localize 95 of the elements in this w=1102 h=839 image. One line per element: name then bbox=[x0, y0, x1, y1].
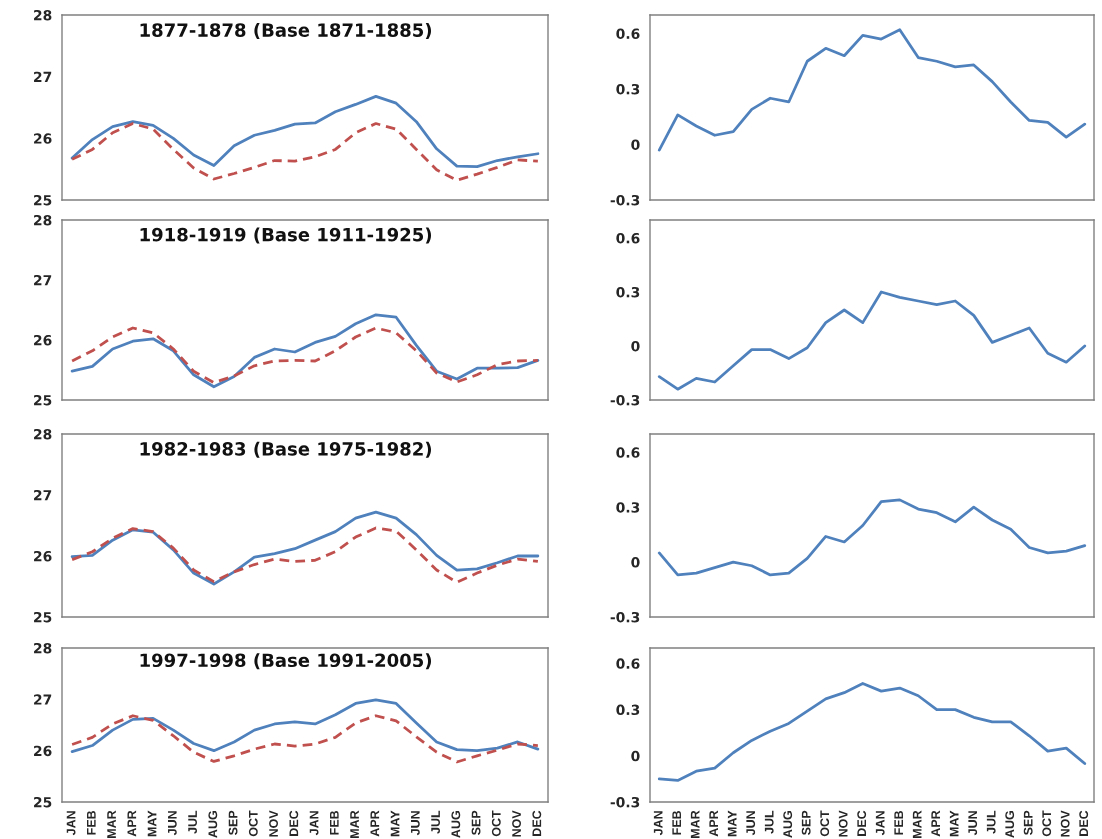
y-tick-label: 28 bbox=[34, 214, 52, 226]
x-tick-label: JUL bbox=[431, 810, 440, 834]
y-tick-label: 0.6 bbox=[616, 447, 640, 458]
x-tick-label: APR bbox=[709, 810, 718, 837]
y-tick-label: 0.3 bbox=[616, 83, 640, 95]
y-tick-label: -0.3 bbox=[610, 194, 640, 206]
x-tick-label: JAN bbox=[309, 811, 319, 836]
x-tick-label: JUL bbox=[764, 810, 774, 834]
line-series bbox=[657, 28, 1087, 152]
x-tick-label: APR bbox=[370, 810, 380, 837]
x-tick-label: JUN bbox=[968, 811, 978, 836]
x-tick-label: APR bbox=[931, 810, 940, 837]
x-tick-label: OCT bbox=[820, 810, 830, 837]
x-tick-label: SEP bbox=[228, 810, 238, 835]
y-tick-label: 28 bbox=[34, 428, 52, 440]
chart-title: 1877-1878 (Base 1871-1885) bbox=[140, 22, 432, 40]
line-series bbox=[70, 526, 540, 584]
x-tick-label: DEC bbox=[532, 810, 542, 836]
y-tick-label: -0.3 bbox=[610, 796, 640, 808]
x-tick-label: OCT bbox=[1042, 810, 1052, 837]
y-tick-label: 25 bbox=[34, 194, 52, 206]
x-tick-label: SEP bbox=[1023, 810, 1033, 835]
x-tick-label: MAR bbox=[107, 810, 116, 838]
y-tick-label: 0.6 bbox=[616, 232, 640, 244]
x-tick-label: NOV bbox=[1060, 810, 1070, 837]
y-tick-label: 0 bbox=[631, 139, 640, 150]
x-tick-label: NOV bbox=[838, 810, 848, 837]
x-tick-label: DEC bbox=[857, 810, 867, 836]
chart-title: 1997-1998 (Base 1991-2005) bbox=[140, 653, 432, 670]
x-tick-label: FEB bbox=[87, 810, 96, 835]
x-tick-label: AUG bbox=[208, 811, 218, 838]
y-tick-label: 26 bbox=[34, 550, 52, 562]
x-tick-label: DEC bbox=[1079, 810, 1089, 836]
x-tick-label: APR bbox=[127, 810, 137, 837]
x-tick-label: JAN bbox=[875, 811, 885, 836]
line-series bbox=[70, 326, 540, 384]
x-tick-label: SEP bbox=[801, 810, 811, 835]
y-tick-label: 0.6 bbox=[616, 658, 640, 669]
x-tick-label: MAY bbox=[390, 810, 400, 837]
line-series bbox=[657, 498, 1087, 577]
y-tick-label: 25 bbox=[34, 796, 52, 808]
x-tick-label: SEP bbox=[471, 810, 481, 835]
x-tick-label: AUG bbox=[451, 811, 461, 838]
y-tick-label: 28 bbox=[34, 9, 52, 21]
line-series bbox=[70, 714, 540, 764]
x-tick-label: JUL bbox=[188, 810, 197, 834]
y-tick-label: 0 bbox=[631, 557, 640, 568]
y-tick-label: 27 bbox=[34, 489, 52, 501]
x-tick-label: MAY bbox=[727, 810, 737, 837]
y-tick-label: 26 bbox=[34, 334, 52, 346]
x-tick-label: OCT bbox=[491, 810, 501, 837]
line-series bbox=[657, 682, 1087, 782]
y-tick-label: 0.3 bbox=[616, 502, 640, 513]
y-tick-label: 26 bbox=[34, 133, 52, 144]
line-series bbox=[657, 290, 1087, 391]
x-tick-label: AUG bbox=[1005, 811, 1015, 838]
x-tick-label: MAR bbox=[912, 810, 922, 838]
x-tick-label: OCT bbox=[248, 810, 258, 837]
y-tick-label: 0 bbox=[631, 340, 640, 352]
x-tick-label: JAN bbox=[66, 811, 76, 836]
y-tick-label: 0.3 bbox=[616, 704, 640, 716]
line-series bbox=[70, 122, 540, 182]
y-tick-label: 25 bbox=[34, 394, 52, 406]
x-tick-label: MAR bbox=[350, 810, 359, 838]
x-tick-label: JAN bbox=[653, 811, 663, 836]
y-tick-label: 27 bbox=[34, 274, 52, 286]
line-series bbox=[70, 313, 540, 389]
y-tick-label: 26 bbox=[34, 745, 52, 757]
y-tick-label: -0.3 bbox=[610, 394, 640, 406]
x-tick-label: NOV bbox=[512, 810, 521, 837]
x-tick-label: FEB bbox=[330, 810, 339, 835]
chart-title: 1918-1919 (Base 1911-1925) bbox=[140, 227, 432, 244]
y-tick-label: 27 bbox=[34, 71, 52, 82]
y-tick-label: -0.3 bbox=[610, 611, 640, 623]
x-tick-label: JUN bbox=[411, 811, 420, 836]
x-tick-label: FEB bbox=[672, 810, 681, 835]
x-tick-label: MAY bbox=[949, 810, 959, 837]
chart-title: 1982-1983 (Base 1975-1982) bbox=[140, 441, 432, 458]
x-tick-label: NOV bbox=[269, 810, 278, 837]
y-tick-label: 25 bbox=[34, 611, 52, 623]
x-tick-label: MAR bbox=[690, 810, 700, 838]
x-tick-label: JUN bbox=[168, 811, 177, 836]
y-tick-label: 0 bbox=[631, 750, 640, 762]
x-tick-label: MAY bbox=[147, 810, 157, 837]
x-tick-label: JUN bbox=[746, 811, 756, 836]
line-series bbox=[70, 698, 540, 754]
y-tick-label: 0.3 bbox=[616, 286, 640, 298]
x-tick-label: JUL bbox=[986, 810, 996, 834]
y-tick-label: 28 bbox=[34, 642, 52, 654]
line-series bbox=[70, 95, 540, 169]
x-tick-label: DEC bbox=[289, 810, 299, 836]
x-tick-label: AUG bbox=[783, 811, 793, 838]
y-tick-label: 0.6 bbox=[616, 28, 640, 39]
y-tick-label: 27 bbox=[34, 694, 52, 705]
x-tick-label: FEB bbox=[894, 810, 903, 835]
